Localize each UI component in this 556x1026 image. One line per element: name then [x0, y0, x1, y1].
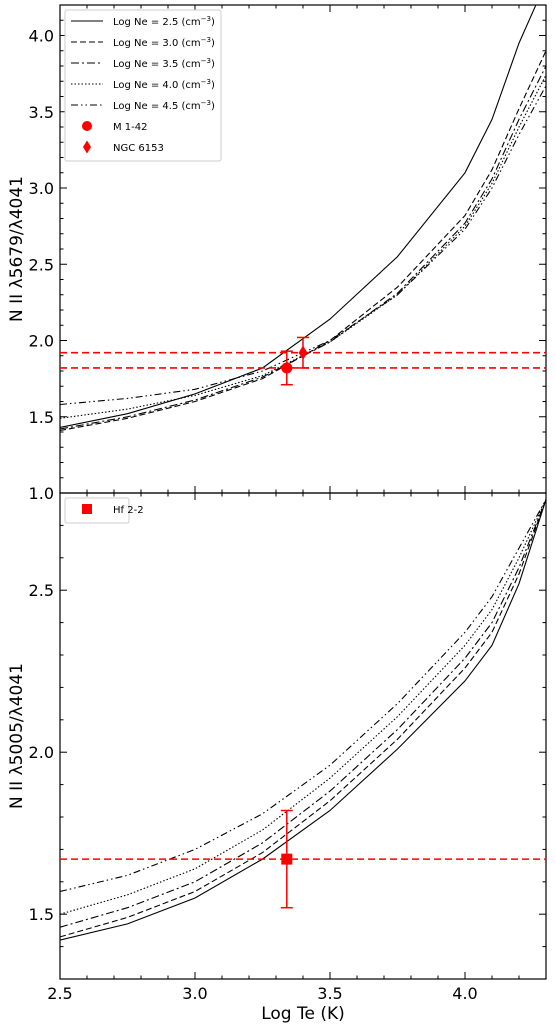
series-line-3	[60, 499, 546, 915]
legend-label: M 1-42	[113, 122, 148, 133]
y-tick-label: 2.5	[29, 581, 54, 600]
y-tick-label: 3.5	[29, 103, 54, 122]
series-line-2	[60, 499, 546, 928]
legend-label-end: )	[211, 80, 215, 91]
legend: Hf 2-2	[64, 497, 144, 524]
legend-label: Log Ne = 4.5 (cm−3)	[113, 99, 215, 112]
legend-label-sup: −3	[201, 99, 211, 107]
y-tick-label: 3.0	[29, 179, 54, 198]
legend-label: Log Ne = 4.0 (cm−3)	[113, 78, 215, 91]
y-tick-label: 2.0	[29, 743, 54, 762]
legend-marker-diamond	[83, 140, 91, 154]
legend-label: NGC 6153	[113, 143, 164, 154]
y-tick-label: 1.5	[29, 905, 54, 924]
series-line-0	[60, 5, 537, 428]
series-line-1	[60, 499, 546, 938]
legend-label: Hf 2-2	[113, 505, 144, 516]
legend-label: Log Ne = 3.0 (cm−3)	[113, 36, 215, 49]
legend-label-end: )	[211, 17, 215, 28]
legend-label-main: Log Ne = 3.5 (cm	[113, 59, 201, 70]
y-tick-label: 4.0	[29, 27, 54, 46]
series-line-2	[60, 65, 546, 430]
y-tick-label: 1.0	[29, 484, 54, 503]
y-tick-label: 1.5	[29, 408, 54, 427]
legend-label-sup: −3	[201, 57, 211, 65]
bottom-panel: 1.5 2.0 2.5 2.5 3.0 3.5 4.0 N II λ5005/λ4041 Log…	[7, 492, 547, 1024]
legend-label-main: Log Ne = 2.5 (cm	[113, 17, 201, 28]
legend-label-main: Log Ne = 4.5 (cm	[113, 101, 201, 112]
legend-label-sup: −3	[201, 15, 211, 23]
data-point-diamond	[298, 345, 308, 360]
series-line-4	[60, 499, 546, 893]
x-tick-label: 2.5	[47, 984, 72, 1003]
x-tick-label: 4.0	[452, 984, 477, 1003]
top-panel: 1.0 1.5 2.0 2.5 3.0 3.5 4.0 N II λ5679/λ4041 Log…	[7, 4, 547, 503]
y-tick-label: 2.5	[29, 255, 54, 274]
x-axis-title: Log Te (K)	[261, 1004, 345, 1024]
y-ticks	[60, 4, 546, 494]
x-ticks	[59, 493, 547, 979]
series-line-4	[60, 85, 546, 406]
y-ticks	[60, 492, 546, 980]
legend-box	[64, 9, 222, 162]
legend-marker-circle	[82, 121, 92, 131]
legend-label-main: Log Ne = 4.0 (cm	[113, 80, 201, 91]
y-tick-label: 2.0	[29, 332, 54, 351]
series-line-0	[60, 499, 546, 941]
series-line-3	[60, 74, 546, 419]
data-point-circle	[281, 362, 293, 374]
y-axis-title: N II λ5679/λ4041	[7, 176, 27, 322]
y-axis-title: N II λ5005/λ4041	[7, 663, 27, 809]
legend-label-sup: −3	[201, 36, 211, 44]
x-tick-label: 3.0	[182, 984, 207, 1003]
data-point-square	[281, 853, 293, 865]
series-line-1	[60, 50, 546, 432]
curves	[60, 5, 546, 432]
legend-marker-square	[82, 504, 92, 514]
legend-label-end: )	[211, 59, 215, 70]
legend-label-end: )	[211, 101, 215, 112]
legend-label-end: )	[211, 38, 215, 49]
legend: Log Ne = 2.5 (cm−3)Log Ne = 3.0 (cm−3)Lo…	[64, 9, 222, 162]
x-tick-label: 3.5	[317, 984, 342, 1003]
curves	[60, 499, 546, 941]
legend-label: Log Ne = 2.5 (cm−3)	[113, 15, 215, 28]
legend-label-sup: −3	[201, 78, 211, 86]
legend-box	[64, 497, 130, 524]
legend-label: Log Ne = 3.5 (cm−3)	[113, 57, 215, 70]
legend-label-main: Log Ne = 3.0 (cm	[113, 38, 201, 49]
